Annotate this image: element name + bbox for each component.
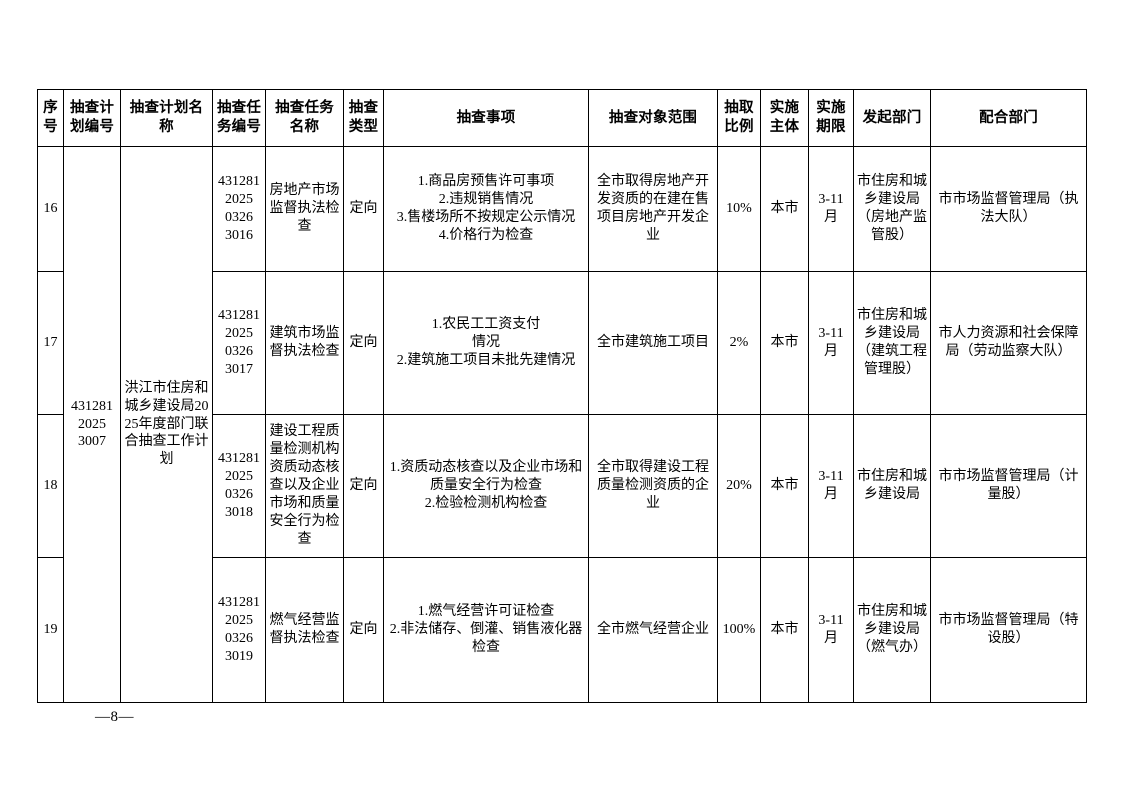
column-header-plan-name: 抽查计划名称 xyxy=(120,89,213,147)
cell-cooperator: 市市场监督管理局（执法大队） xyxy=(930,146,1087,272)
cell-type: 定向 xyxy=(343,146,384,272)
column-header-ratio: 抽取比例 xyxy=(717,89,761,147)
cell-task-name: 燃气经营监督执法检查 xyxy=(265,557,344,703)
column-header-items: 抽查事项 xyxy=(383,89,589,147)
cell-plan-name: 洪江市住房和城乡建设局2025年度部门联合抽查工作计划 xyxy=(120,146,213,703)
cell-initiator: 市住房和城乡建设局（燃气办） xyxy=(853,557,931,703)
column-header-initiator: 发起部门 xyxy=(853,89,931,147)
cell-cooperator: 市市场监督管理局（计量股） xyxy=(930,414,1087,558)
cell-items: 1.资质动态核查以及企业市场和质量安全行为检查 2.检验检测机构检查 xyxy=(383,414,589,558)
cell-scope: 全市建筑施工项目 xyxy=(588,271,718,415)
table-row: 18 431281 2025 0326 3018 建设工程质量检测机构资质动态核… xyxy=(37,414,1087,558)
cell-items: 1.农民工工资支付 情况 2.建筑施工项目未批先建情况 xyxy=(383,271,589,415)
column-header-cooperator: 配合部门 xyxy=(930,89,1087,147)
cell-seq: 16 xyxy=(37,146,64,272)
cell-plan-no: 431281 2025 3007 xyxy=(63,146,121,703)
column-header-type: 抽查类型 xyxy=(343,89,384,147)
table-row: 19 431281 2025 0326 3019 燃气经营监督执法检查 定向 1… xyxy=(37,557,1087,703)
cell-seq: 17 xyxy=(37,271,64,415)
cell-type: 定向 xyxy=(343,271,384,415)
cell-ratio: 10% xyxy=(717,146,761,272)
cell-subject: 本市 xyxy=(760,414,809,558)
cell-initiator: 市住房和城乡建设局（建筑工程管理股） xyxy=(853,271,931,415)
cell-subject: 本市 xyxy=(760,271,809,415)
cell-items: 1.燃气经营许可证检查 2.非法储存、倒灌、销售液化器检查 xyxy=(383,557,589,703)
cell-task-no: 431281 2025 0326 3017 xyxy=(212,271,266,415)
cell-type: 定向 xyxy=(343,557,384,703)
column-header-period: 实施期限 xyxy=(808,89,854,147)
cell-task-name: 建设工程质量检测机构资质动态核查以及企业市场和质量安全行为检查 xyxy=(265,414,344,558)
table-header: 序号 抽查计划编号 抽查计划名称 抽查任务编号 抽查任务名称 抽查类型 抽查事项… xyxy=(37,89,1087,147)
cell-type: 定向 xyxy=(343,414,384,558)
cell-initiator: 市住房和城乡建设局 xyxy=(853,414,931,558)
cell-initiator: 市住房和城乡建设局（房地产监管股） xyxy=(853,146,931,272)
cell-scope: 全市取得建设工程质量检测资质的企业 xyxy=(588,414,718,558)
column-header-task-no: 抽查任务编号 xyxy=(212,89,266,147)
column-header-scope: 抽查对象范围 xyxy=(588,89,718,147)
inspection-plan-table: 序号 抽查计划编号 抽查计划名称 抽查任务编号 抽查任务名称 抽查类型 抽查事项… xyxy=(37,89,1087,703)
cell-items: 1.商品房预售许可事项 2.违规销售情况 3.售楼场所不按规定公示情况 4.价格… xyxy=(383,146,589,272)
cell-period: 3-11 月 xyxy=(808,271,854,415)
cell-task-no: 431281 2025 0326 3018 xyxy=(212,414,266,558)
table-body: 16 431281 2025 3007 洪江市住房和城乡建设局2025年度部门联… xyxy=(37,146,1087,703)
cell-task-no: 431281 2025 0326 3016 xyxy=(212,146,266,272)
cell-task-name: 房地产市场监督执法检查 xyxy=(265,146,344,272)
cell-period: 3-11 月 xyxy=(808,557,854,703)
cell-period: 3-11 月 xyxy=(808,414,854,558)
cell-scope: 全市燃气经营企业 xyxy=(588,557,718,703)
column-header-plan-no: 抽查计划编号 xyxy=(63,89,121,147)
cell-subject: 本市 xyxy=(760,146,809,272)
cell-ratio: 20% xyxy=(717,414,761,558)
cell-seq: 18 xyxy=(37,414,64,558)
cell-cooperator: 市市场监督管理局（特设股） xyxy=(930,557,1087,703)
cell-cooperator: 市人力资源和社会保障局（劳动监察大队） xyxy=(930,271,1087,415)
column-header-task-name: 抽查任务名称 xyxy=(265,89,344,147)
table-row: 17 431281 2025 0326 3017 建筑市场监督执法检查 定向 1… xyxy=(37,271,1087,415)
cell-subject: 本市 xyxy=(760,557,809,703)
cell-ratio: 2% xyxy=(717,271,761,415)
cell-seq: 19 xyxy=(37,557,64,703)
column-header-subject: 实施主体 xyxy=(760,89,809,147)
column-header-seq: 序号 xyxy=(37,89,64,147)
table-row: 16 431281 2025 3007 洪江市住房和城乡建设局2025年度部门联… xyxy=(37,146,1087,703)
header-row: 序号 抽查计划编号 抽查计划名称 抽查任务编号 抽查任务名称 抽查类型 抽查事项… xyxy=(37,89,1087,147)
cell-ratio: 100% xyxy=(717,557,761,703)
cell-task-name: 建筑市场监督执法检查 xyxy=(265,271,344,415)
page-number: —8— xyxy=(95,709,134,725)
cell-period: 3-11 月 xyxy=(808,146,854,272)
cell-task-no: 431281 2025 0326 3019 xyxy=(212,557,266,703)
cell-scope: 全市取得房地产开发资质的在建在售项目房地产开发企业 xyxy=(588,146,718,272)
